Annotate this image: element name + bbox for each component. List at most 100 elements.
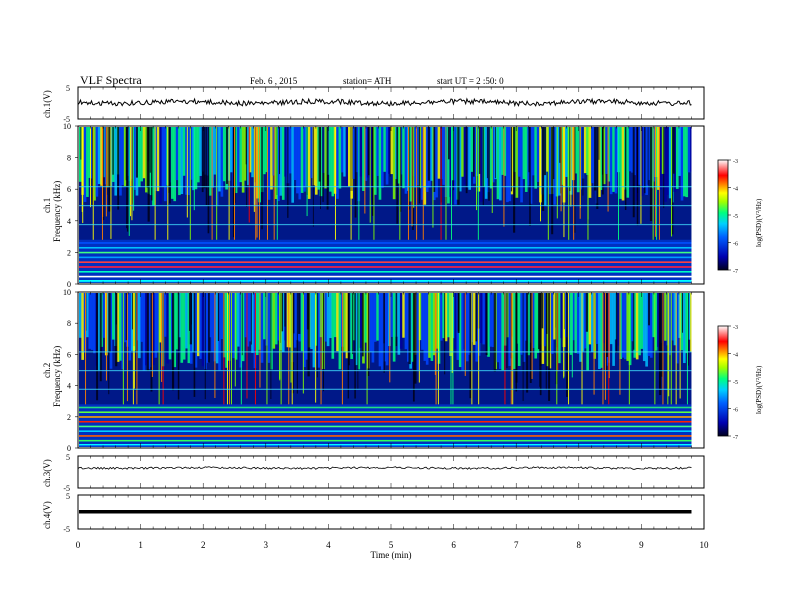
- ch2-spec-column: [527, 293, 530, 356]
- ch1-spec-sferic-line: [416, 127, 418, 261]
- ch1-spec-stripe-2: [79, 251, 692, 254]
- ch1-spec-column: [621, 127, 625, 201]
- ch1-spec-sferic-line: [618, 127, 620, 251]
- ch2-spec-dark-streak: [493, 293, 496, 372]
- ch1-spec-sferic-line: [253, 127, 255, 212]
- ch1-spec-sferic-line: [656, 127, 658, 241]
- ch1-spec-column: [215, 127, 219, 206]
- ch2-spec-column: [272, 293, 276, 349]
- ch2-spec-sferic-line: [161, 293, 163, 382]
- ch1-colorbar-label: log(PSD)(V²/Hz): [755, 198, 763, 247]
- ch1-spec-column: [461, 127, 464, 177]
- ch1-spec-sferic-line: [273, 127, 275, 244]
- ch2-spec-dark-streak: [250, 293, 252, 345]
- x-tick-label: 5: [389, 540, 394, 550]
- ch2-spec-sferic-line: [341, 293, 343, 438]
- ch2-spec-dark-streak: [566, 293, 568, 397]
- ch2-spec-dark-streak: [688, 293, 689, 366]
- ch1-spec-column: [376, 127, 379, 176]
- ch1-spec-column: [340, 127, 344, 173]
- ch2-spec-dark-streak: [659, 293, 661, 389]
- ch1-spec-dark-streak: [601, 127, 604, 195]
- ch1-spec-column: [574, 127, 578, 174]
- ch2-spec-sferic-line: [279, 293, 281, 381]
- ch1-spec-dark-streak: [529, 127, 531, 226]
- ch1-spec-column: [532, 127, 535, 176]
- ch1-spec-column: [496, 127, 500, 200]
- ch2-spec-column: [220, 293, 224, 340]
- ch2-spec-sferic-line: [581, 293, 583, 407]
- ch1-spec-sferic-line: [540, 127, 542, 222]
- ch2-spec-column: [600, 293, 604, 368]
- ch1-spec-sferic-line: [556, 127, 558, 219]
- ch2-spec-sferic-line: [85, 293, 87, 431]
- ch2-spec-column: [543, 293, 547, 347]
- ch1-spectrogram: [79, 127, 703, 283]
- colorbar-tick-label: -6: [733, 408, 738, 414]
- ch1-spec-column: [510, 127, 514, 195]
- ch2-spec-stripe-3: [79, 420, 692, 423]
- ch2-spec-column: [156, 293, 160, 352]
- ch1-spec-dark-streak: [245, 127, 247, 165]
- colorbar-tick-label: -6: [733, 242, 738, 248]
- ch2-spec-column: [454, 293, 457, 350]
- ch1-spec-column: [548, 127, 552, 195]
- ch2-spec-sferic-line: [608, 293, 610, 379]
- ch2-spec-column: [546, 293, 549, 367]
- ch2-spec-column: [81, 293, 85, 360]
- ch1-spec-column: [277, 127, 280, 202]
- ch1-spec-column: [480, 127, 483, 202]
- ch2-spec-stripe-0: [79, 406, 692, 409]
- ch1-spec-sferic-line: [491, 127, 493, 213]
- ch1-spec-column: [602, 127, 606, 185]
- ch2-spec-sferic-line: [437, 293, 439, 409]
- ch2-spec-dark-streak: [548, 293, 551, 401]
- ch1-spec-column: [659, 127, 663, 190]
- ch1-spec-column: [654, 127, 658, 177]
- y-tick-label: -5: [63, 525, 70, 534]
- ch1-spec-column: [508, 127, 512, 202]
- ch2-spec-sferic-line: [214, 293, 216, 398]
- ch1-spec-column: [447, 127, 450, 204]
- ch2-spec-column: [364, 293, 368, 343]
- ch1-spec-column: [612, 127, 615, 192]
- ch1-spec-stripe-7: [79, 275, 692, 278]
- ch1-spec-column: [534, 127, 538, 189]
- ch1-spec-column: [414, 127, 417, 188]
- ch1-spec-sferic-line: [503, 127, 505, 227]
- ch2-spec-dark-streak: [99, 293, 102, 382]
- ch1-spec-column: [416, 127, 420, 186]
- ch2-spec-dark-streak: [298, 293, 301, 334]
- ch1-spec-sferic-line: [101, 127, 103, 266]
- ch2-spec-column: [654, 293, 658, 351]
- ch2-spec-column: [579, 293, 582, 362]
- ch2-spec-sferic-line: [619, 293, 621, 395]
- ch2-spec-column: [116, 293, 120, 362]
- ch1-spec-dark-streak: [126, 127, 129, 232]
- ch2-spec-column: [369, 293, 372, 353]
- ch1-spec-column: [598, 127, 601, 198]
- ch2-spec-dark-streak: [522, 293, 524, 401]
- ch1-spec-column: [161, 127, 165, 187]
- ch2-spec-column: [581, 293, 585, 352]
- ch2-spec-column: [652, 293, 656, 338]
- ch2-spec-empty: [691, 293, 703, 447]
- ch2-spec-column: [588, 293, 592, 345]
- ch2-spec-dark-streak: [515, 293, 518, 392]
- ch2-spec-dark-streak: [280, 293, 284, 332]
- ch2-spec-dark-streak: [661, 293, 663, 377]
- ch2-spec-dark-streak: [188, 293, 191, 331]
- ch2-spec-sferic-line: [668, 293, 670, 397]
- ch2-spec-column: [376, 293, 379, 341]
- ch2-spec-column: [616, 293, 620, 346]
- colorbar-tick-label: -3: [733, 159, 738, 165]
- ch1-spec-dark-streak: [457, 127, 460, 205]
- colorbar-tick-label: -4: [733, 187, 738, 193]
- ch1-spec-column: [119, 127, 122, 196]
- ch2-spec-dark-streak: [131, 293, 134, 330]
- ch2-spec-column: [88, 293, 92, 349]
- ch2-spec-dark-streak: [615, 293, 618, 353]
- ch1-spec-column: [388, 127, 391, 174]
- ch1-spec-column: [522, 127, 526, 180]
- ch2-spec-column: [520, 293, 523, 355]
